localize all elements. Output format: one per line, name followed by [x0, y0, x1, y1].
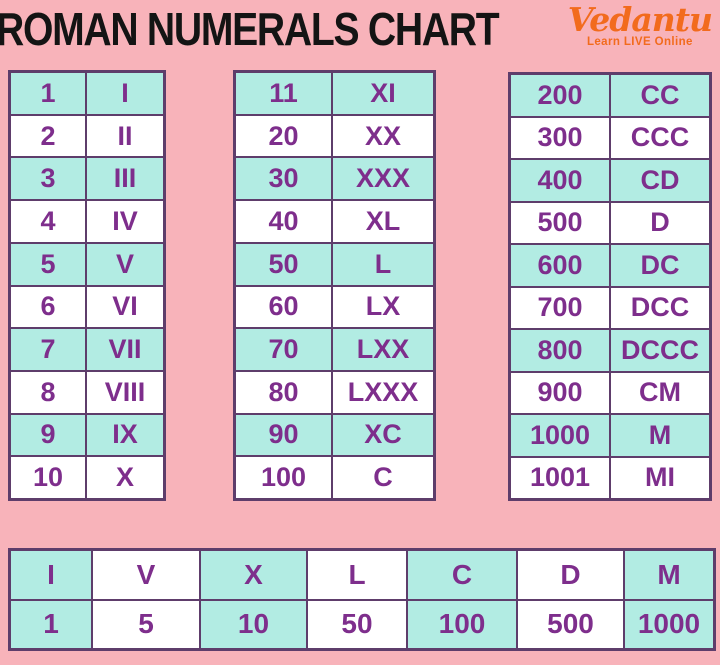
roman-numeral-cell: XL — [332, 200, 434, 243]
roman-numeral-cell: III — [86, 157, 164, 201]
symbol-cell: X — [200, 550, 307, 600]
page-title: ROMAN NUMERALS CHART — [0, 3, 500, 55]
number-cell: 2 — [10, 114, 86, 158]
roman-numeral-cell: X — [86, 456, 164, 499]
roman-numeral-cell: IV — [86, 200, 164, 243]
roman-numeral-cell: DCCC — [610, 329, 710, 372]
number-cell: 1000 — [510, 414, 610, 457]
value-cell: 10 — [200, 599, 307, 649]
roman-numeral-cell: II — [86, 114, 164, 158]
symbol-value-table: I V X L C D M 1 5 10 50 100 500 1000 — [8, 548, 716, 651]
value-cell: 50 — [307, 599, 407, 649]
number-cell: 10 — [10, 456, 86, 499]
roman-numeral-cell: LX — [332, 285, 434, 329]
number-cell: 700 — [510, 286, 610, 329]
roman-numeral-cell: XI — [332, 72, 434, 115]
number-cell: 1 — [10, 72, 86, 115]
roman-numeral-cell: VIII — [86, 370, 164, 414]
number-cell: 40 — [235, 200, 332, 243]
number-cell: 7 — [10, 328, 86, 371]
number-cell: 9 — [10, 413, 86, 457]
roman-numeral-cell: CC — [610, 74, 710, 117]
symbol-cell: M — [624, 550, 714, 600]
roman-numeral-cell: C — [332, 456, 434, 499]
symbol-cell: I — [10, 550, 92, 600]
roman-numeral-cell: DC — [610, 244, 710, 287]
roman-numeral-cell: LXX — [332, 328, 434, 371]
number-cell: 100 — [235, 456, 332, 499]
number-cell: 200 — [510, 74, 610, 117]
number-cell: 30 — [235, 157, 332, 201]
roman-numeral-cell: MI — [610, 456, 710, 499]
value-cell: 100 — [407, 599, 517, 649]
roman-numeral-cell: DCC — [610, 286, 710, 329]
number-cell: 80 — [235, 370, 332, 414]
number-cell: 400 — [510, 159, 610, 202]
number-cell: 500 — [510, 201, 610, 244]
numerals-table-hundreds: 200 CC 300 CCC 400 CD 500 D 600 DC 700 DCC 800 DCCC 90… — [508, 72, 712, 501]
brand-tagline: Learn LIVE Online — [586, 36, 693, 49]
number-cell: 50 — [235, 242, 332, 286]
roman-numeral-cell: LXXX — [332, 370, 434, 414]
number-cell: 5 — [10, 242, 86, 286]
number-cell: 8 — [10, 370, 86, 414]
number-cell: 300 — [510, 116, 610, 159]
roman-numeral-cell: XXX — [332, 157, 434, 201]
number-cell: 600 — [510, 244, 610, 287]
number-cell: 60 — [235, 285, 332, 329]
symbol-cell: V — [92, 550, 200, 600]
roman-numeral-cell: D — [610, 201, 710, 244]
number-cell: 900 — [510, 371, 610, 414]
number-cell: 4 — [10, 200, 86, 243]
number-cell: 90 — [235, 413, 332, 457]
numerals-table-tens: 11 XI 20 XX 30 XXX 40 XL 50 L 60 LX 70 LXX 80 LXXX 90 XC 1… — [233, 70, 436, 501]
roman-numeral-cell: I — [86, 72, 164, 115]
number-cell: 800 — [510, 329, 610, 372]
roman-numeral-cell: XX — [332, 114, 434, 158]
roman-numeral-cell: VII — [86, 328, 164, 371]
roman-numeral-cell: CCC — [610, 116, 710, 159]
number-cell: 20 — [235, 114, 332, 158]
value-cell: 1 — [10, 599, 92, 649]
roman-numeral-cell: CD — [610, 159, 710, 202]
roman-numeral-cell: L — [332, 242, 434, 286]
roman-numeral-cell: CM — [610, 371, 710, 414]
number-cell: 1001 — [510, 456, 610, 499]
brand-wordmark: Vedantu — [567, 0, 713, 39]
value-cell: 5 — [92, 599, 200, 649]
vedantu-logo: Vedantu Learn LIVE Online — [567, 0, 713, 49]
roman-numeral-cell: V — [86, 242, 164, 286]
roman-numeral-cell: IX — [86, 413, 164, 457]
numerals-table-ones: 1 I 2 II 3 III 4 IV 5 V 6 VI 7 VII 8 VIII 9 IX 10 X — [8, 70, 166, 501]
number-cell: 3 — [10, 157, 86, 201]
number-cell: 11 — [235, 72, 332, 115]
symbol-cell: C — [407, 550, 517, 600]
symbol-cell: D — [517, 550, 624, 600]
symbol-cell: L — [307, 550, 407, 600]
value-cell: 1000 — [624, 599, 714, 649]
roman-numeral-cell: XC — [332, 413, 434, 457]
roman-numeral-cell: M — [610, 414, 710, 457]
number-cell: 70 — [235, 328, 332, 371]
number-cell: 6 — [10, 285, 86, 329]
value-cell: 500 — [517, 599, 624, 649]
roman-numeral-cell: VI — [86, 285, 164, 329]
